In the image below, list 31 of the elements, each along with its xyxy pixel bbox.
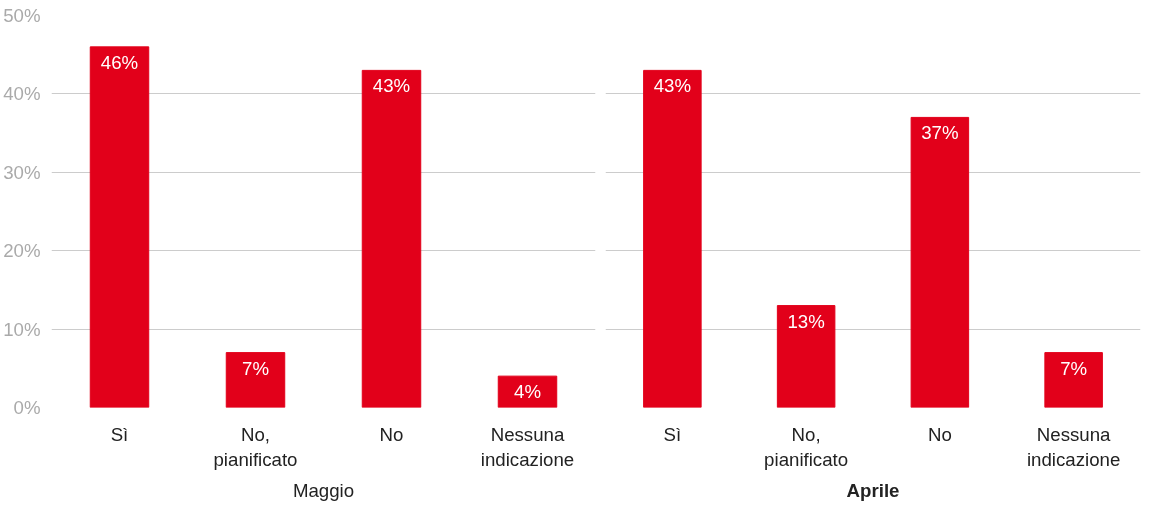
x-tick-label: No — [927, 423, 952, 445]
bar — [361, 69, 422, 408]
data-label: 4% — [514, 381, 541, 403]
x-tick-label: No — [379, 423, 404, 445]
text: Aprile — [846, 479, 900, 501]
y-tick-label: 20% — [3, 240, 41, 262]
data-label: 43% — [653, 75, 692, 97]
y-tick-label: 10% — [3, 318, 41, 340]
x-tick-label: Nessuna indicazione — [480, 423, 575, 470]
y-tick-label: 0% — [13, 397, 41, 418]
bar — [776, 305, 836, 408]
data-label: 13% — [787, 310, 825, 332]
x-tick-label: Sì — [110, 423, 129, 445]
y-tick-label: 40% — [3, 83, 41, 105]
bar — [225, 352, 286, 408]
bar — [643, 69, 702, 408]
data-label: 37% — [921, 122, 959, 144]
data-label: 7% — [242, 357, 269, 379]
text: Maggio — [292, 479, 355, 501]
y-tick-label: 50% — [3, 5, 41, 26]
x-tick-label: Sì — [663, 423, 682, 445]
bar — [1044, 352, 1103, 408]
x-tick-label: No, pianificato — [213, 423, 298, 470]
data-label: 43% — [372, 75, 411, 97]
data-label: 7% — [1060, 357, 1088, 379]
x-tick-label: Nessuna indicazione — [1026, 423, 1121, 470]
bar — [89, 46, 150, 408]
bar — [910, 116, 970, 408]
x-tick-label: No, pianificato — [764, 423, 849, 470]
y-tick-label: 30% — [3, 161, 41, 183]
data-label: 46% — [100, 51, 139, 73]
